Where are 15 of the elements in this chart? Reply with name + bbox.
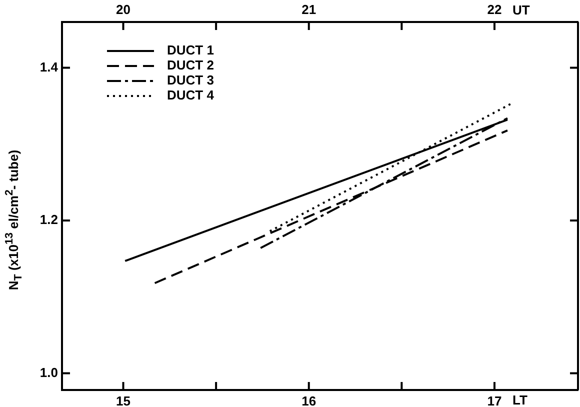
y-tick-label: 1.0 <box>40 364 58 380</box>
y-tick-label: 1.4 <box>40 59 59 74</box>
x2-axis-title: UT <box>512 2 530 18</box>
x-axis-title: LT <box>512 392 528 407</box>
x2-tick-label: 20 <box>116 2 130 17</box>
y-tick-label: 1.2 <box>40 212 58 228</box>
x2-tick-label: 22 <box>487 2 502 17</box>
legend-label: DUCT 2 <box>167 58 214 73</box>
legend-label: DUCT 4 <box>167 88 215 103</box>
x-tick-label: 16 <box>302 393 316 407</box>
x2-tick-label: 21 <box>302 2 316 17</box>
legend-label: DUCT 3 <box>167 72 214 88</box>
x-tick-label: 15 <box>116 393 130 407</box>
legend-label: DUCT 1 <box>167 42 214 58</box>
x-tick-label: 17 <box>487 393 502 407</box>
